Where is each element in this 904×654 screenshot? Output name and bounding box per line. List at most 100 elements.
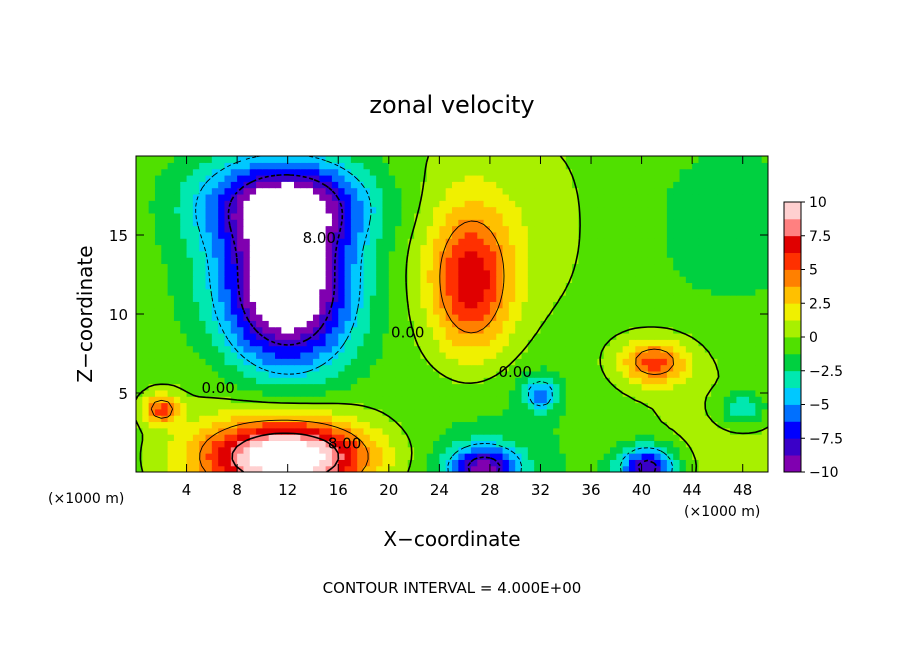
field-cell (186, 440, 194, 448)
field-cell (237, 383, 245, 391)
field-cell (603, 250, 611, 258)
field-cell (736, 238, 744, 246)
field-cell (717, 421, 725, 429)
field-cell (502, 193, 510, 201)
field-cell (622, 446, 630, 454)
field-cell (679, 389, 687, 397)
field-cell (591, 219, 598, 227)
field-cell (698, 446, 706, 454)
field-cell (603, 168, 611, 176)
field-cell (433, 314, 440, 321)
field-cell (300, 440, 308, 448)
field-cell (521, 332, 529, 340)
field-cell (445, 434, 453, 441)
field-cell (249, 282, 257, 290)
field-cell (331, 465, 339, 472)
field-cell (635, 370, 643, 378)
field-cell (578, 326, 586, 334)
field-cell (173, 339, 181, 347)
field-cell (287, 156, 295, 163)
field-cell (660, 427, 668, 435)
field-cell (224, 263, 232, 271)
field-cell (331, 326, 339, 334)
field-cell (717, 364, 725, 372)
field-cell (559, 162, 567, 170)
field-cell (249, 465, 257, 472)
field-cell (635, 358, 643, 366)
field-cell (186, 301, 194, 309)
field-cell (628, 288, 636, 296)
field-cell (502, 219, 510, 227)
field-cell (433, 282, 440, 290)
field-cell (192, 181, 200, 189)
field-cell (439, 465, 447, 472)
field-cell (761, 282, 768, 290)
field-cell (483, 389, 491, 397)
field-cell (395, 212, 403, 220)
field-cell (654, 332, 662, 340)
field-cell (192, 440, 200, 448)
field-cell (666, 459, 674, 467)
field-cell (382, 370, 390, 378)
field-cell (458, 339, 466, 347)
field-cell (420, 282, 428, 290)
field-cell (477, 307, 485, 315)
field-cell (275, 459, 282, 467)
field-cell (711, 212, 719, 220)
field-cell (546, 301, 554, 309)
field-cell (376, 295, 384, 302)
field-cell (489, 465, 497, 472)
field-cell (591, 351, 598, 359)
field-cell (559, 231, 567, 239)
field-cell (205, 383, 213, 391)
field-cell (325, 427, 333, 435)
field-cell (186, 231, 194, 239)
field-cell (325, 320, 333, 328)
field-cell (199, 465, 207, 472)
field-cell (749, 459, 756, 467)
field-cell (439, 377, 447, 385)
field-cell (610, 465, 617, 472)
field-cell (540, 162, 548, 170)
field-cell (647, 402, 655, 410)
field-cell (445, 174, 453, 182)
field-cell (647, 257, 655, 265)
field-cell (635, 415, 643, 423)
field-cell (628, 301, 636, 309)
field-cell (344, 377, 352, 385)
field-cell (268, 326, 276, 334)
field-cell (489, 396, 497, 404)
field-cell (338, 314, 346, 321)
field-cell (268, 206, 276, 214)
field-cell (508, 193, 516, 201)
field-cell (761, 370, 768, 378)
field-cell (401, 193, 409, 201)
field-cell (679, 465, 687, 472)
field-cell (426, 434, 434, 441)
field-cell (439, 295, 447, 302)
field-cell (224, 314, 232, 321)
field-cell (211, 358, 219, 366)
field-cell (685, 212, 693, 220)
field-cell (660, 206, 668, 214)
field-cell (180, 225, 188, 233)
field-cell (610, 168, 617, 176)
field-cell (647, 162, 655, 170)
field-cell (578, 200, 586, 208)
field-cell (142, 200, 150, 208)
field-cell (635, 345, 643, 353)
field-cell (730, 174, 737, 182)
field-cell (483, 156, 491, 163)
field-cell (275, 193, 282, 201)
field-cell (464, 307, 472, 315)
field-cell (369, 244, 377, 252)
field-cell (414, 465, 421, 472)
field-cell (218, 193, 226, 201)
field-cell (205, 332, 213, 340)
field-cell (603, 295, 611, 302)
field-cell (458, 269, 466, 277)
field-cell (755, 408, 763, 416)
field-cell (578, 314, 586, 321)
field-cell (616, 288, 624, 296)
field-cell (439, 446, 447, 454)
